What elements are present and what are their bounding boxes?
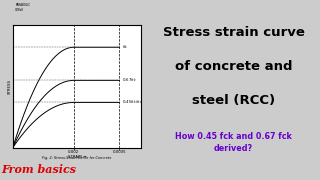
Text: Stress strain curve: Stress strain curve (163, 26, 305, 39)
Text: of concrete and: of concrete and (175, 60, 292, 73)
Text: steel (RCC): steel (RCC) (192, 94, 275, 107)
X-axis label: STRAIN →: STRAIN → (68, 155, 86, 159)
Text: PARABOLIC
CURVE: PARABOLIC CURVE (15, 3, 30, 12)
Text: How 0.45 fck and 0.67 fck
derived?: How 0.45 fck and 0.67 fck derived? (175, 132, 292, 153)
Text: $f_{ck}$: $f_{ck}$ (122, 44, 128, 51)
Text: $0.45f_{ck}/f_{ce}$: $0.45f_{ck}/f_{ce}$ (122, 99, 143, 106)
Y-axis label: STRESS: STRESS (7, 79, 12, 94)
Text: $0.67f_{ck}$: $0.67f_{ck}$ (122, 76, 137, 84)
Text: Fig. 2: Stress-Strain Curve for Concrete: Fig. 2: Stress-Strain Curve for Concrete (42, 156, 111, 160)
Text: From basics: From basics (1, 164, 76, 175)
